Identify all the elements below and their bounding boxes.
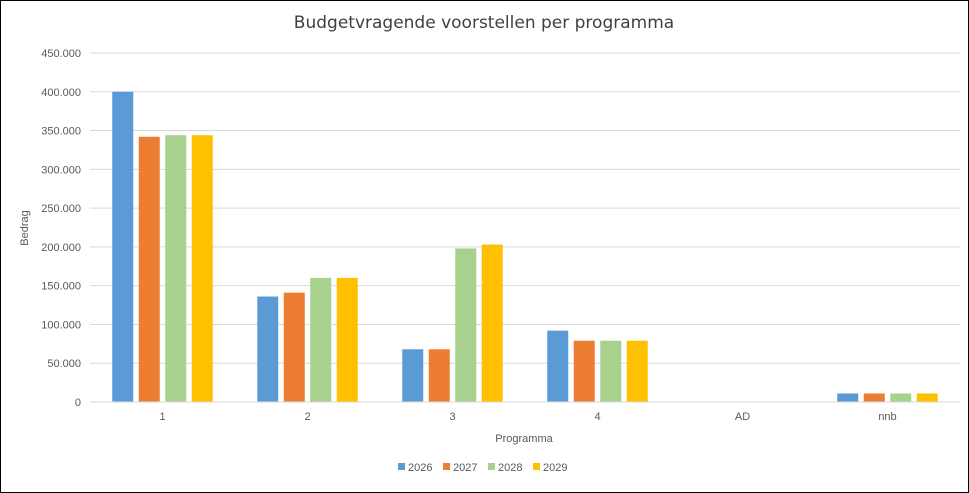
chart-title: Budgetvragende voorstellen per programma [294, 13, 674, 33]
bar-2027-2 [283, 292, 305, 402]
x-axis-ticks: 1 2 3 4 AD nnb [159, 411, 896, 423]
legend-swatch-2026 [398, 463, 405, 470]
bars [112, 91, 938, 403]
bar-2027-4 [573, 340, 595, 402]
y-axis-title: Bedrag [19, 210, 31, 245]
bar-2027-nnb [863, 393, 885, 402]
bar-2029-nnb [916, 393, 938, 402]
gridlines [90, 52, 960, 364]
bar-2029-1 [191, 135, 213, 402]
x-tick-label: 1 [159, 411, 165, 423]
legend-label-2026: 2026 [408, 462, 432, 474]
bar-2028-4 [600, 340, 622, 402]
bar-2026-4 [547, 330, 569, 402]
y-tick-label: 150.000 [41, 281, 81, 293]
y-tick-label: 450.000 [41, 48, 81, 60]
x-tick-label: AD [735, 411, 750, 423]
bar-2029-3 [481, 244, 503, 402]
y-tick-label: 100.000 [41, 319, 81, 331]
y-tick-label: 0 [75, 397, 81, 409]
y-tick-label: 300.000 [41, 164, 81, 176]
bar-2026-nnb [837, 393, 859, 402]
y-tick-label: 250.000 [41, 203, 81, 215]
legend-swatch-2029 [533, 463, 540, 470]
legend-swatch-2028 [488, 463, 495, 470]
bar-2029-4 [626, 340, 648, 402]
x-tick-label: 4 [594, 411, 600, 423]
legend-label-2029: 2029 [543, 462, 567, 474]
legend: 2026 2027 2028 2029 [398, 462, 567, 474]
bar-2026-2 [257, 296, 279, 402]
legend-label-2028: 2028 [498, 462, 522, 474]
bar-2028-2 [310, 277, 332, 402]
legend-label-2027: 2027 [453, 462, 477, 474]
bar-2028-1 [165, 135, 187, 402]
bar-2026-3 [402, 349, 424, 402]
y-axis-ticks: 0 50.000 100.000 150.000 200.000 250.000 300.0… [41, 48, 81, 409]
bar-2028-nnb [890, 393, 912, 402]
x-tick-label: nnb [878, 411, 896, 423]
bar-2027-3 [428, 349, 450, 402]
y-tick-label: 50.000 [47, 358, 81, 370]
bar-2028-3 [455, 248, 477, 402]
legend-swatch-2027 [443, 463, 450, 470]
y-tick-label: 200.000 [41, 242, 81, 254]
bar-2029-2 [336, 277, 358, 402]
y-tick-label: 400.000 [41, 87, 81, 99]
bar-2027-1 [138, 136, 160, 402]
bar-2026-1 [112, 91, 134, 403]
y-tick-label: 350.000 [41, 126, 81, 138]
x-tick-label: 2 [304, 411, 310, 423]
x-axis-title: Programma [495, 433, 553, 445]
x-tick-label: 3 [449, 411, 455, 423]
